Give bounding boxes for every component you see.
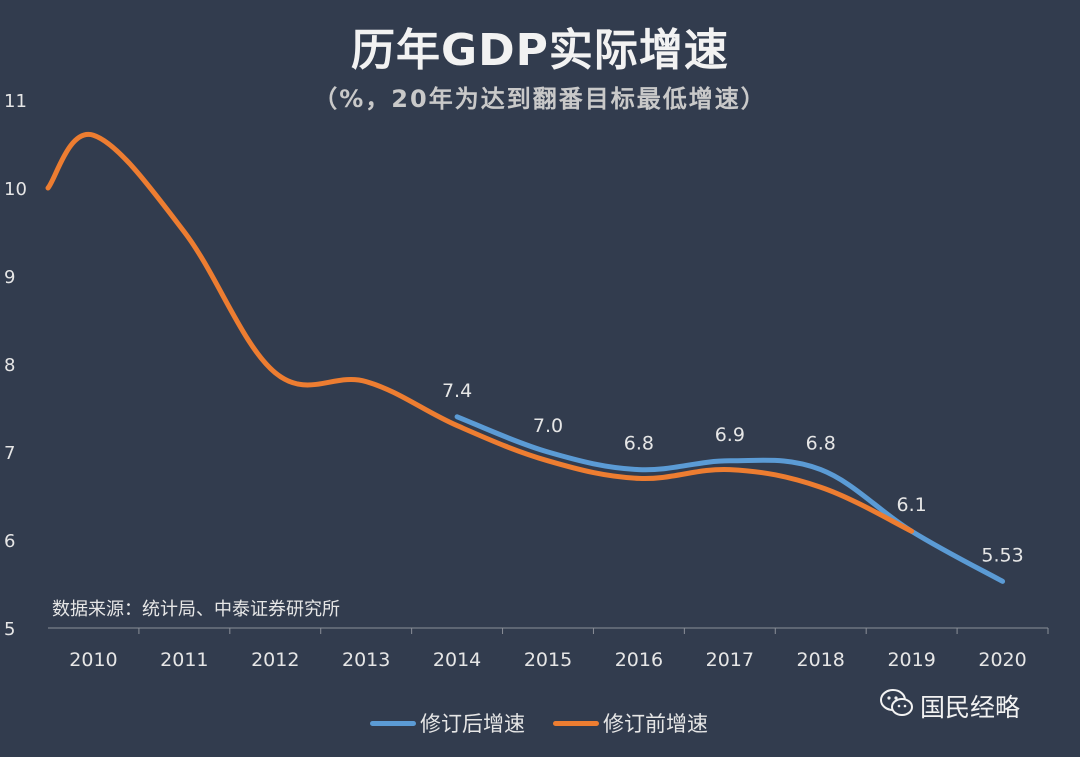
legend-swatch-revised	[370, 720, 416, 726]
x-tick-label: 2017	[706, 649, 754, 671]
chart-legend: 修订后增速 修订前增速	[370, 708, 736, 738]
brand-watermark: 国民经略	[880, 688, 1020, 724]
y-tick-label: 11	[4, 91, 27, 112]
legend-item-original: 修订前增速	[553, 708, 708, 738]
x-tick-label: 2011	[160, 649, 208, 671]
y-tick-label: 5	[4, 619, 15, 640]
legend-label-original: 修订前增速	[603, 712, 708, 736]
data-label: 7.4	[442, 380, 472, 402]
wechat-icon	[880, 688, 914, 724]
y-tick-label: 10	[4, 179, 27, 200]
x-tick-label: 2015	[524, 649, 572, 671]
x-tick-label: 2014	[433, 649, 481, 671]
series-line-original	[45, 132, 915, 534]
data-label: 6.9	[715, 424, 745, 446]
y-tick-label: 7	[4, 443, 15, 464]
brand-name: 国民经略	[920, 693, 1021, 722]
x-tick-label: 2010	[69, 649, 117, 671]
data-label: 7.0	[533, 415, 563, 437]
y-tick-label: 9	[4, 267, 15, 288]
legend-item-revised: 修订后增速	[370, 708, 525, 738]
data-label: 6.1	[897, 494, 927, 516]
y-tick-label: 8	[4, 355, 15, 376]
data-label: 5.53	[981, 544, 1023, 566]
chart-subtitle: （%，20年为达到翻番目标最低增速）	[313, 85, 767, 113]
data-label: 6.8	[624, 433, 654, 455]
legend-label-revised: 修订后增速	[420, 712, 525, 736]
data-source-note: 数据来源：统计局、中泰证券研究所	[52, 599, 340, 620]
x-tick-label: 2016	[615, 649, 663, 671]
chart-title: 历年GDP实际增速	[351, 25, 729, 76]
x-tick-label: 2020	[978, 649, 1026, 671]
y-tick-label: 6	[4, 531, 15, 552]
legend-swatch-original	[553, 720, 599, 726]
x-tick-label: 2018	[797, 649, 845, 671]
x-tick-label: 2013	[342, 649, 390, 671]
x-tick-label: 2019	[887, 649, 935, 671]
data-label: 6.8	[806, 433, 836, 455]
x-tick-label: 2012	[251, 649, 299, 671]
